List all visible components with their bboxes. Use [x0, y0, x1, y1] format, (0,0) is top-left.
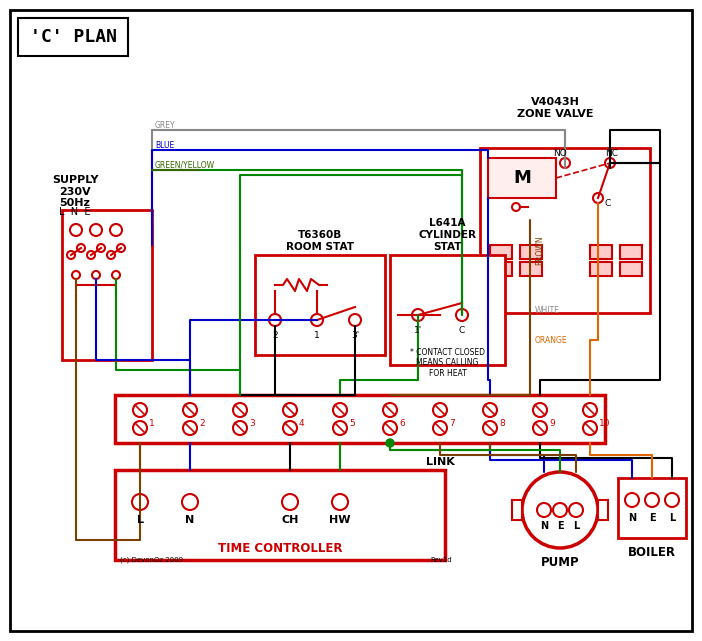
Text: WHITE: WHITE — [535, 306, 560, 315]
Text: T6360B
ROOM STAT: T6360B ROOM STAT — [286, 230, 354, 252]
Text: E: E — [557, 521, 563, 531]
Text: Rev1d: Rev1d — [430, 557, 451, 563]
Text: 1: 1 — [314, 331, 320, 340]
FancyBboxPatch shape — [598, 500, 608, 520]
FancyBboxPatch shape — [590, 262, 612, 276]
Text: 10: 10 — [599, 419, 611, 428]
FancyBboxPatch shape — [620, 245, 642, 259]
Circle shape — [386, 439, 394, 447]
Text: 8: 8 — [499, 419, 505, 428]
Text: BROWN: BROWN — [535, 235, 544, 265]
FancyBboxPatch shape — [490, 245, 512, 259]
Text: L: L — [136, 515, 143, 525]
Text: NO: NO — [553, 149, 567, 158]
FancyBboxPatch shape — [590, 245, 612, 259]
Text: N: N — [628, 513, 636, 523]
FancyBboxPatch shape — [10, 10, 692, 631]
Text: TIME CONTROLLER: TIME CONTROLLER — [218, 542, 343, 554]
Text: ORANGE: ORANGE — [535, 335, 568, 344]
Text: C: C — [605, 199, 611, 208]
Text: BOILER: BOILER — [628, 545, 676, 558]
Text: V4043H
ZONE VALVE: V4043H ZONE VALVE — [517, 97, 593, 119]
Text: 9: 9 — [549, 419, 555, 428]
Text: 2: 2 — [272, 331, 278, 340]
Text: NC: NC — [606, 149, 618, 158]
Text: 3: 3 — [249, 419, 255, 428]
Text: 4: 4 — [299, 419, 305, 428]
FancyBboxPatch shape — [115, 395, 605, 443]
Text: 'C' PLAN: 'C' PLAN — [29, 28, 117, 46]
Text: L: L — [669, 513, 675, 523]
Text: SUPPLY
230V
50Hz: SUPPLY 230V 50Hz — [52, 175, 98, 208]
Text: 6: 6 — [399, 419, 405, 428]
FancyBboxPatch shape — [488, 158, 556, 198]
Text: 2: 2 — [199, 419, 204, 428]
FancyBboxPatch shape — [520, 262, 542, 276]
Text: GREY: GREY — [155, 121, 176, 129]
FancyBboxPatch shape — [390, 255, 505, 365]
Text: N: N — [540, 521, 548, 531]
Text: LINK: LINK — [425, 457, 454, 467]
FancyBboxPatch shape — [480, 148, 650, 313]
Text: 1': 1' — [414, 326, 422, 335]
Text: CH: CH — [282, 515, 298, 525]
FancyBboxPatch shape — [490, 262, 512, 276]
Text: GREEN/YELLOW: GREEN/YELLOW — [155, 160, 215, 169]
Text: L  N  E: L N E — [59, 207, 91, 217]
FancyBboxPatch shape — [62, 210, 152, 360]
Text: 3': 3' — [351, 331, 359, 340]
Text: HW: HW — [329, 515, 351, 525]
Text: C: C — [459, 326, 465, 335]
FancyBboxPatch shape — [512, 500, 522, 520]
Text: PUMP: PUMP — [541, 556, 579, 569]
Text: 1: 1 — [149, 419, 154, 428]
Text: E: E — [649, 513, 655, 523]
FancyBboxPatch shape — [255, 255, 385, 355]
Text: M: M — [513, 169, 531, 187]
Text: * CONTACT CLOSED
MEANS CALLING
FOR HEAT: * CONTACT CLOSED MEANS CALLING FOR HEAT — [410, 348, 485, 378]
Text: 5: 5 — [349, 419, 355, 428]
FancyBboxPatch shape — [620, 262, 642, 276]
Text: 7: 7 — [449, 419, 455, 428]
FancyBboxPatch shape — [520, 245, 542, 259]
Text: (c) DevonOz 2009: (c) DevonOz 2009 — [120, 557, 183, 563]
Text: BLUE: BLUE — [155, 140, 174, 149]
FancyBboxPatch shape — [115, 470, 445, 560]
FancyBboxPatch shape — [18, 18, 128, 56]
Text: L641A
CYLINDER
STAT: L641A CYLINDER STAT — [418, 219, 477, 252]
Text: L: L — [573, 521, 579, 531]
Text: N: N — [185, 515, 194, 525]
FancyBboxPatch shape — [618, 478, 686, 538]
